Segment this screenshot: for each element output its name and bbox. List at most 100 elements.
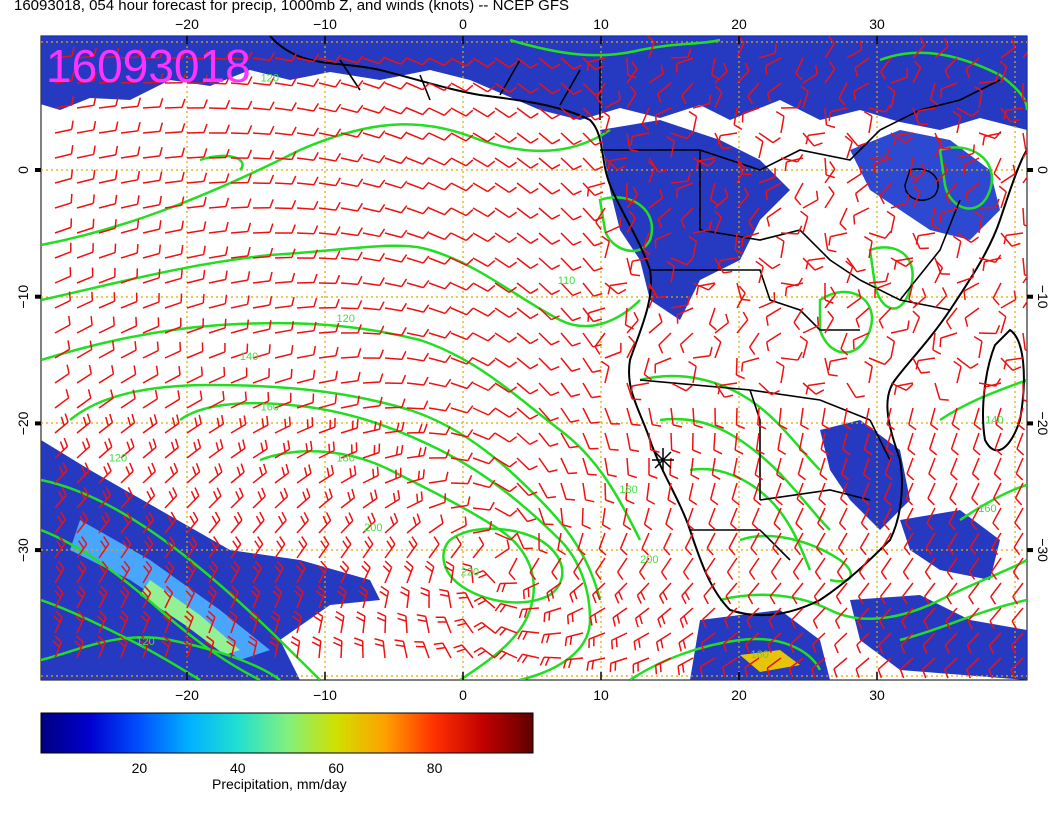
wind-barb [296,297,318,309]
wind-barb [666,260,675,284]
wind-barb [139,635,150,659]
wind-barb [54,511,67,534]
wind-barb [945,607,958,630]
wind-barb [666,135,675,159]
contour-line [509,38,721,57]
lat-tick-label: −20 [1035,412,1051,436]
wind-barb [362,373,384,384]
wind-barb [663,532,672,556]
wind-barb [230,367,248,384]
wind-barb [989,607,1002,630]
wind-barb [657,607,672,628]
wind-barb [626,186,639,209]
wind-barb [270,610,281,634]
contour-label: 120 [109,452,127,464]
wind-barb [775,360,785,384]
wind-barb [805,382,826,395]
wind-barb [164,511,177,534]
wind-barb [384,155,408,165]
wind-barb [795,57,804,81]
wind-barb [208,221,229,234]
wind-barb [929,432,938,456]
wind-barb [54,560,65,584]
wind-barb [182,635,193,659]
wind-barb [765,182,782,201]
wind-barb [538,257,561,270]
wind-barb [252,536,264,559]
wind-barb [450,57,474,67]
wind-barb [494,282,517,293]
wind-barb [296,127,319,137]
wind-barb [428,493,447,509]
wind-barb [120,560,131,584]
wind-barb [560,357,581,372]
contour-line [41,478,321,680]
wind-barb [142,98,164,109]
wind-barb [912,287,927,309]
wind-barb [208,511,221,534]
wind-barb [318,512,332,534]
wind-barb [274,77,297,87]
wind-barb [444,561,455,584]
wind-barb [296,321,317,334]
wind-barb [142,341,160,359]
wind-barb [186,196,207,209]
wind-barb [843,407,852,431]
wind-barb [54,46,75,59]
wind-barb [750,532,760,556]
wind-barb [581,507,591,530]
wind-barb [588,632,606,649]
wind-barb [912,60,922,84]
wind-barb [784,282,804,297]
contour-label: 220 [461,566,479,578]
wind-barb [252,320,272,334]
contour-label: 140 [985,414,1003,426]
contour-label: 200 [364,522,382,534]
wind-barb [805,132,826,145]
colorbar-label: Precipitation, mm/day [212,776,347,792]
wind-barb [472,282,496,292]
wind-barb [990,557,1002,580]
wind-barb [658,332,672,354]
wind-barb [339,560,350,584]
wind-barb [313,610,324,634]
wind-barb [864,360,873,384]
wind-barb [516,332,539,345]
wind-barb [582,457,597,476]
wind-barb [318,250,341,260]
lon-tick-label: −10 [313,16,337,32]
wind-barb [946,582,958,605]
wind-barb [384,398,406,409]
wind-barb [274,151,297,161]
wind-barb [854,182,870,203]
wind-barb [921,657,936,679]
wind-barb [538,382,560,397]
wind-barb [802,382,825,395]
wind-barb [296,273,318,284]
wind-barb [993,457,1002,481]
wind-barb [538,357,560,371]
precip-core-south [740,650,800,672]
wind-barb [927,482,936,506]
wind-barb [374,638,386,659]
wind-barb [802,132,823,147]
wind-barb [384,205,408,214]
contour-label: 180 [619,484,637,496]
wind-barb [758,257,781,270]
wind-barb [1010,632,1024,654]
wind-barb [988,632,1002,654]
wind-barb [249,610,259,634]
lat-tick [1027,168,1033,172]
wind-barb [802,64,819,84]
wind-barb [745,632,760,653]
wind-barb [54,388,70,409]
wind-barb [648,188,664,209]
wind-barb [473,621,496,634]
wind-barb [120,48,142,59]
wind-barb [362,277,385,287]
wind-barb [450,516,467,534]
contour-line [259,450,535,680]
wind-barb [340,465,357,484]
wind-barb [931,207,940,231]
wind-barb [863,432,873,456]
